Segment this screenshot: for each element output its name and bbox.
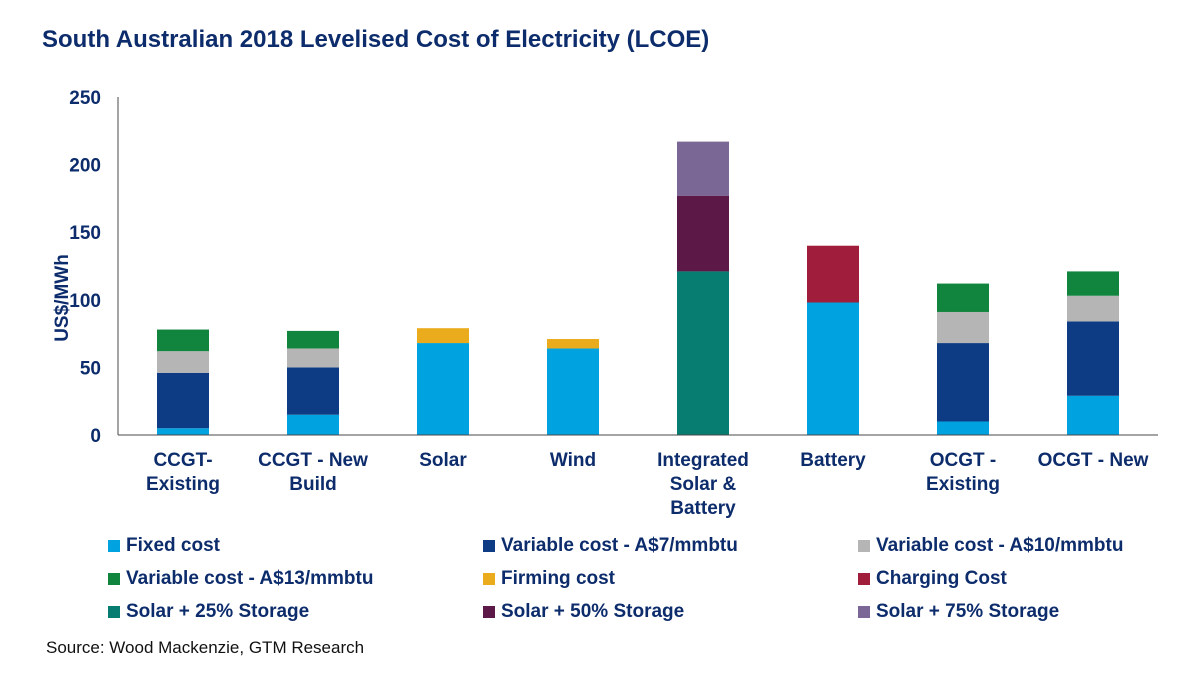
legend-item: Variable cost - A$10/mmbtu (858, 535, 1123, 557)
bar-solar-50-storage-4 (677, 195, 729, 272)
legend-swatch (858, 606, 870, 618)
bar-variable-cost-a-13-mmbtu-0 (157, 329, 209, 352)
legend-label: Charging Cost (876, 568, 1007, 589)
legend-item: Charging Cost (858, 568, 1007, 590)
y-tick-label: 50 (80, 358, 101, 379)
bar-fixed-cost-3 (547, 348, 599, 435)
y-tick-label: 200 (69, 156, 101, 177)
x-tick-label: Battery (800, 450, 866, 471)
x-tick-label: OCGT -Existing (926, 450, 1000, 495)
legend-item: Solar + 75% Storage (858, 601, 1059, 623)
bar-variable-cost-a-7-mmbtu-6 (937, 343, 989, 422)
legend-item: Fixed cost (108, 535, 220, 557)
y-axis-title: US$/MWh (52, 254, 73, 342)
bar-firming-cost-2 (417, 328, 469, 344)
y-tick-label: 100 (69, 291, 101, 312)
bar-solar-75-storage-4 (677, 141, 729, 196)
legend-label: Variable cost - A$13/mmbtu (126, 568, 374, 589)
legend-swatch (108, 606, 120, 618)
bar-fixed-cost-2 (417, 343, 469, 435)
bar-solar-25-storage-4 (677, 271, 729, 435)
legend-item: Variable cost - A$7/mmbtu (483, 535, 738, 557)
legend-item: Solar + 50% Storage (483, 601, 684, 623)
bar-variable-cost-a-7-mmbtu-1 (287, 367, 339, 415)
bar-variable-cost-a-7-mmbtu-0 (157, 372, 209, 429)
bar-variable-cost-a-13-mmbtu-1 (287, 330, 339, 349)
x-tick-label: OCGT - New (1038, 450, 1149, 471)
y-tick-label: 0 (90, 426, 101, 447)
lcoe-bar-chart: CCGT-Existing CCGT - New Build Solar Wind Int… (52, 88, 1158, 519)
bar-fixed-cost-7 (1067, 395, 1119, 435)
legend-swatch (483, 540, 495, 552)
x-tick-label: CCGT-Existing (146, 450, 220, 495)
legend-label: Variable cost - A$7/mmbtu (501, 535, 738, 556)
bar-charging-cost-5 (807, 245, 859, 303)
legend-label: Fixed cost (126, 535, 220, 556)
x-tick-label: CCGT - New Build (258, 450, 368, 495)
bar-firming-cost-3 (547, 339, 599, 349)
bar-variable-cost-a-10-mmbtu-7 (1067, 295, 1119, 322)
legend-item: Firming cost (483, 568, 615, 590)
x-tick-label: Integrated Solar & Battery (657, 450, 749, 519)
legend-swatch (483, 606, 495, 618)
bar-fixed-cost-1 (287, 414, 339, 435)
y-tick-label: 250 (69, 88, 101, 109)
legend-swatch (108, 573, 120, 585)
legend-label: Solar + 75% Storage (876, 601, 1060, 622)
legend-label: Solar + 25% Storage (126, 601, 310, 622)
bar-variable-cost-a-10-mmbtu-6 (937, 311, 989, 344)
legend-swatch (858, 540, 870, 552)
bar-variable-cost-a-10-mmbtu-1 (287, 348, 339, 368)
legend-item: Variable cost - A$13/mmbtu (108, 568, 373, 590)
legend-swatch (108, 540, 120, 552)
x-tick-label: Solar (419, 450, 467, 471)
bar-variable-cost-a-13-mmbtu-6 (937, 283, 989, 312)
legend-label: Solar + 50% Storage (501, 601, 685, 622)
bar-variable-cost-a-13-mmbtu-7 (1067, 271, 1119, 296)
legend-swatch (483, 573, 495, 585)
y-tick-label: 150 (69, 223, 101, 244)
bar-fixed-cost-5 (807, 302, 859, 435)
bar-fixed-cost-6 (937, 421, 989, 435)
bar-variable-cost-a-7-mmbtu-7 (1067, 321, 1119, 396)
bar-variable-cost-a-10-mmbtu-0 (157, 351, 209, 373)
chart-title: South Australian 2018 Levelised Cost of … (42, 26, 710, 53)
legend-label: Variable cost - A$10/mmbtu (876, 535, 1124, 556)
legend-item: Solar + 25% Storage (108, 601, 309, 623)
bar-fixed-cost-0 (157, 428, 209, 435)
legend-swatch (858, 573, 870, 585)
x-tick-label: Wind (550, 450, 596, 471)
source-note: Source: Wood Mackenzie, GTM Research (46, 638, 365, 657)
legend-label: Firming cost (501, 568, 616, 589)
